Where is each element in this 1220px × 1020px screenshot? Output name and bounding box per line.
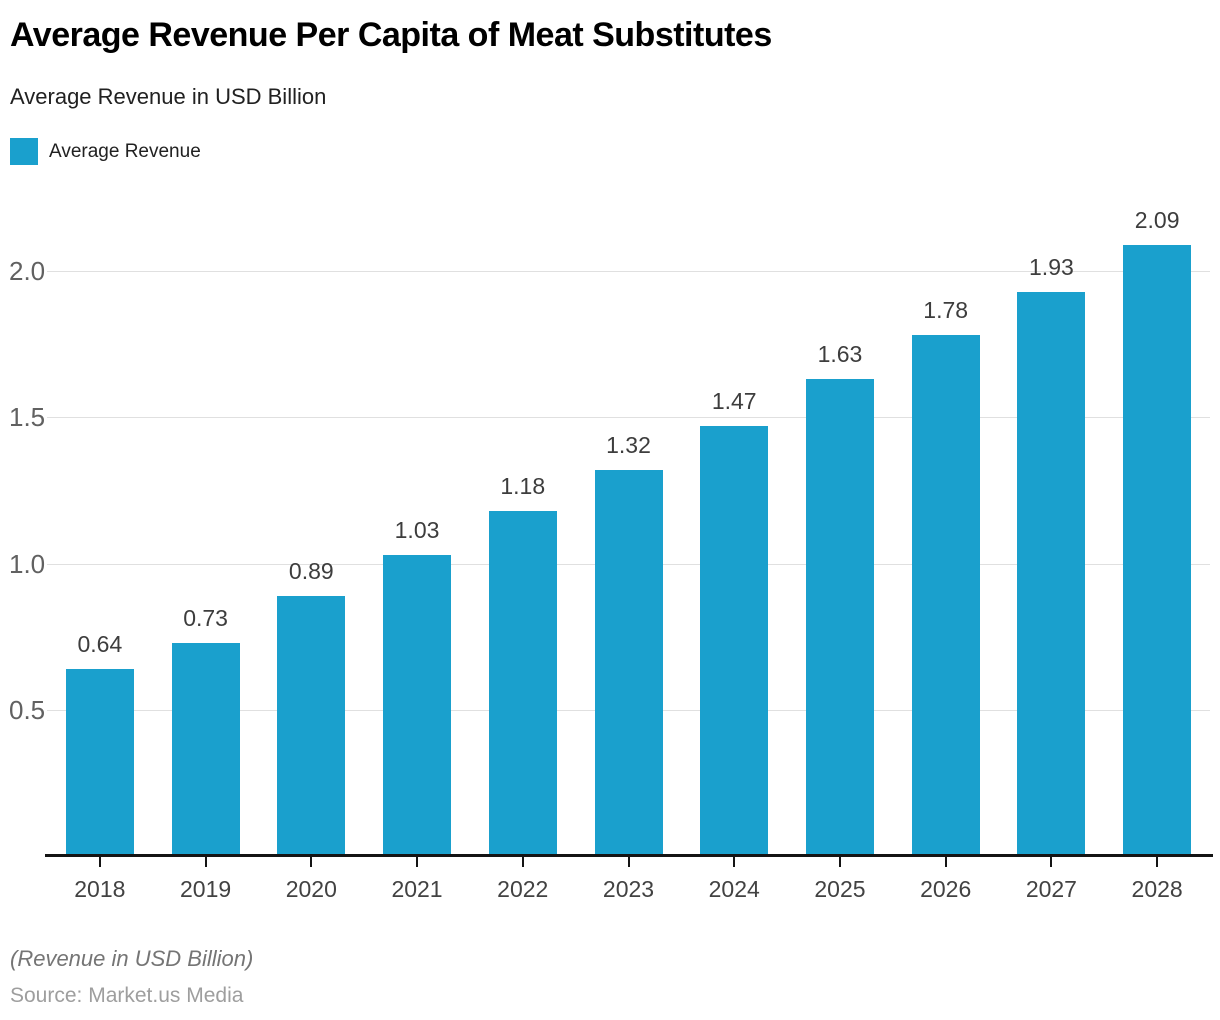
x-tick-2019 (204, 857, 207, 867)
value-label-2019: 0.73 (183, 604, 228, 631)
y-tick-label-2.0: 2.0 (9, 256, 46, 287)
x-axis-label-2021: 2021 (391, 876, 443, 902)
x-axis-label-2026: 2026 (920, 876, 972, 902)
x-tick-2020 (310, 857, 313, 867)
x-axis-label-2018: 2018 (74, 876, 126, 902)
x-tick-2025 (838, 857, 841, 867)
x-axis-label-2024: 2024 (708, 876, 760, 902)
x-axis-line (45, 854, 1213, 857)
value-label-2026: 1.78 (923, 297, 969, 324)
bar-2022 (488, 510, 557, 856)
value-label-2021: 1.03 (394, 516, 440, 543)
value-label-2025: 1.63 (817, 341, 863, 368)
bar-2026 (911, 335, 980, 856)
bar-2019 (171, 642, 240, 856)
bar-2020 (277, 595, 346, 856)
x-axis-label-2027: 2027 (1025, 876, 1077, 902)
value-label-2024: 1.47 (711, 388, 757, 415)
legend: Average Revenue (10, 138, 201, 165)
plot-area (47, 198, 1210, 856)
value-label-2027: 1.93 (1029, 253, 1074, 280)
bar-2025 (805, 379, 874, 856)
value-label-2018: 0.64 (77, 630, 123, 657)
chart-title: Average Revenue Per Capita of Meat Subst… (10, 16, 772, 54)
x-tick-2021 (416, 857, 419, 867)
bar-2028 (1123, 244, 1192, 856)
bar-2024 (700, 426, 769, 856)
source-attribution: Source: Market.us Media (10, 984, 244, 1007)
x-axis-label-2023: 2023 (602, 876, 655, 902)
legend-label: Average Revenue (49, 140, 201, 162)
bar-2018 (65, 668, 134, 856)
x-tick-2018 (98, 857, 101, 867)
y-tick-label-0.5: 0.5 (9, 694, 46, 725)
x-tick-2022 (521, 857, 524, 867)
bar-2023 (594, 469, 663, 856)
bar-2027 (1017, 291, 1086, 856)
x-axis-label-2022: 2022 (497, 876, 549, 902)
x-axis-label-2028: 2028 (1131, 876, 1183, 902)
value-label-2020: 0.89 (288, 557, 334, 584)
x-axis-label-2025: 2025 (814, 876, 866, 902)
x-tick-2027 (1050, 857, 1053, 867)
x-tick-2023 (627, 857, 630, 867)
x-tick-2028 (1156, 857, 1159, 867)
x-axis-label-2020: 2020 (285, 876, 337, 902)
footnote: (Revenue in USD Billion) (10, 946, 254, 971)
value-label-2023: 1.32 (606, 431, 651, 458)
bar-2021 (383, 554, 452, 856)
x-tick-2026 (944, 857, 947, 867)
legend-swatch-icon (10, 138, 38, 165)
chart-subtitle: Average Revenue in USD Billion (10, 84, 327, 109)
y-tick-label-1.0: 1.0 (9, 548, 46, 579)
value-label-2022: 1.18 (500, 472, 546, 499)
gridline-2.0 (47, 271, 1210, 273)
y-tick-label-1.5: 1.5 (9, 402, 46, 433)
x-tick-2024 (733, 857, 736, 867)
gridline-1.5 (47, 417, 1210, 419)
x-axis-label-2019: 2019 (179, 876, 232, 902)
value-label-2028: 2.09 (1134, 206, 1180, 233)
